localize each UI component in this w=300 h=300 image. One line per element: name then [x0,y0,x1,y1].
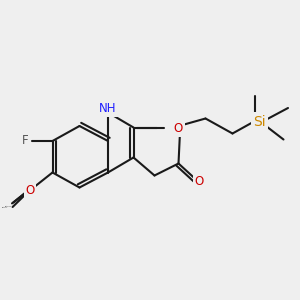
Text: NH: NH [99,102,117,116]
Text: methoxy2: methoxy2 [4,206,12,207]
Text: O: O [174,122,183,135]
Text: O: O [194,175,203,188]
Text: Si: Si [253,115,266,128]
Text: F: F [22,134,29,148]
Text: methoxy: methoxy [2,206,8,208]
Text: O: O [26,184,34,197]
